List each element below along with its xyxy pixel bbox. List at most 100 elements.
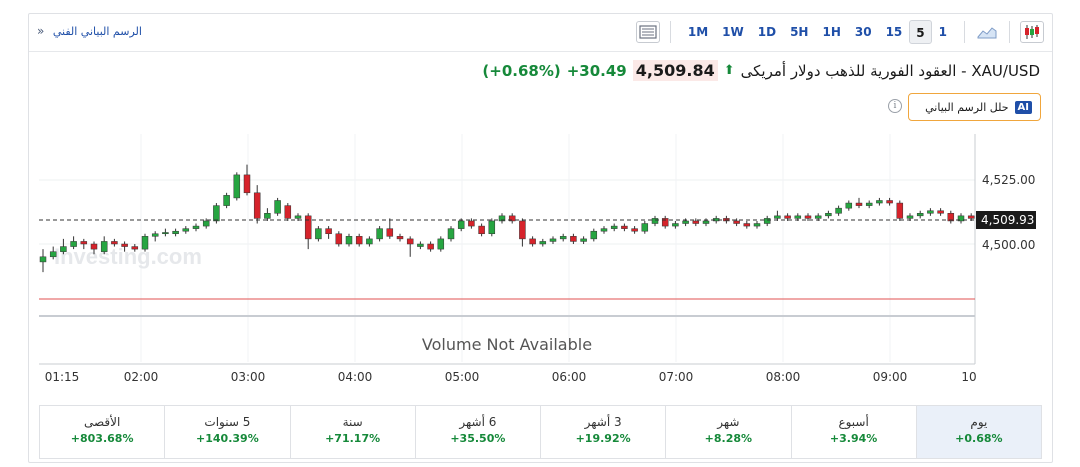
candle-up [376,228,383,240]
price-chart[interactable]: Investing.com 4,509.93 4,525.00 4,500.00… [29,14,1054,404]
candle-up [763,218,771,224]
candle-up [345,236,353,245]
candle-up [590,230,598,240]
analyze-chart-button[interactable]: حلل الرسم البياني AI [908,93,1041,121]
candle-up [315,228,322,240]
timeframe-1W[interactable]: 1W [722,25,744,39]
candle-up [233,174,241,199]
candle-up [774,215,781,219]
candle-up [417,243,424,247]
current-price-tag [976,211,1036,229]
candle-up [876,200,883,204]
x-axis-labels: 01:15 02:00 03:00 04:00 05:00 06:00 07:0… [45,370,977,384]
candle-up [559,236,567,240]
timeframe-15[interactable]: 15 [885,25,903,39]
price-change-percent: (+0.68%) [482,61,561,80]
candle-up [437,238,445,250]
candle-up [223,195,230,206]
perf-1-year[interactable]: سنة +71.17% [291,406,416,458]
candle-up [274,200,281,214]
timeframe-1H[interactable]: 1H [822,25,841,39]
candle-down [131,246,139,250]
candle-up [957,215,965,222]
candle-up [447,228,455,240]
candle-down [743,223,751,227]
candle-down [253,192,261,219]
candle-up [825,213,832,217]
candle-up [641,223,649,232]
timeframe-30[interactable]: 30 [854,25,872,39]
candle-down [855,202,863,206]
candle-up [70,241,77,247]
timeframe-1[interactable]: 1 [938,25,947,39]
candle-down [937,210,944,214]
candle-down [896,202,904,219]
candle-down [90,243,98,250]
area-chart-icon[interactable] [975,21,999,43]
candle-down [355,236,363,245]
perf-1-week[interactable]: أسبوع +3.94% [792,406,917,458]
candle-down [386,228,394,237]
timeframe-5H[interactable]: 5H [790,25,809,39]
y-tick-label: 4,525.00 [982,173,1035,187]
candle-up [202,220,210,227]
perf-label: 6 أشهر [459,415,497,429]
candle-up [182,228,190,232]
candle-down [529,238,536,245]
candle-up [845,202,853,209]
perf-6-months[interactable]: 6 أشهر +35.50% [416,406,541,458]
candle-up [927,210,934,214]
perf-1-day[interactable]: يوم +0.68% [916,406,1041,458]
candle-up [549,238,557,242]
candle-up [457,220,465,229]
chevron-double-icon: » [37,24,45,38]
perf-value: +35.50% [450,432,506,445]
timeframe-5[interactable]: 5 [909,20,932,44]
candle-down [427,243,434,250]
x-tick-label: 06:00 [552,370,587,384]
candle-up [366,238,373,245]
technical-chart-label: الرسم البياني الفني [52,25,142,38]
volume-not-available: Volume Not Available [422,335,592,354]
perf-3-months[interactable]: 3 أشهر +19.92% [541,406,667,458]
candle-up [814,215,822,219]
candle-down [335,233,343,245]
candle-up [294,215,302,219]
candle-down [121,243,128,247]
layout-icon[interactable] [635,21,660,43]
perf-value: +19.92% [575,432,631,445]
candle-up [865,202,873,206]
candle-up [580,238,587,242]
perf-label: يوم [970,415,988,429]
toolbar-divider [669,21,671,43]
perf-value: +3.94% [829,432,878,445]
candle-up [610,225,618,229]
perf-value: +140.39% [196,432,259,445]
perf-5-years[interactable]: 5 سنوات +140.39% [165,406,291,458]
candle-up [600,228,608,232]
last-price: 4,509.84 [632,60,718,81]
timeframe-selector: 1M 1W 1D 5H 1H 30 15 5 1 [635,19,1044,45]
candle-down [80,241,88,245]
perf-max[interactable]: الأقصى +803.68% [40,406,166,458]
technical-chart-link[interactable]: » الرسم البياني الفني [37,24,142,38]
timeframe-1D[interactable]: 1D [757,25,777,39]
perf-label: سنة [342,415,363,429]
perf-1-month[interactable]: شهر +8.28% [666,406,792,458]
perf-value: +0.68% [955,432,1003,445]
perf-label: 5 سنوات [204,415,251,429]
x-tick-label: 02:00 [124,370,159,384]
perf-label: 3 أشهر [584,415,622,429]
candle-up [682,220,689,224]
candle-up [753,223,761,227]
candle-up [39,256,47,263]
chart-widget: » الرسم البياني الفني 1M 1W 1D 5H 1H 30 … [28,13,1053,463]
candle-down [661,218,669,227]
info-icon[interactable]: i [888,99,902,113]
candle-up [151,233,159,237]
candlestick-chart-icon[interactable] [1020,21,1044,43]
candle-up [213,205,220,222]
instrument-name: XAU/USD - العقود الفورية للذهب دولار أمر… [740,61,1040,80]
candle-up [794,215,802,219]
timeframe-1M[interactable]: 1M [687,25,709,39]
